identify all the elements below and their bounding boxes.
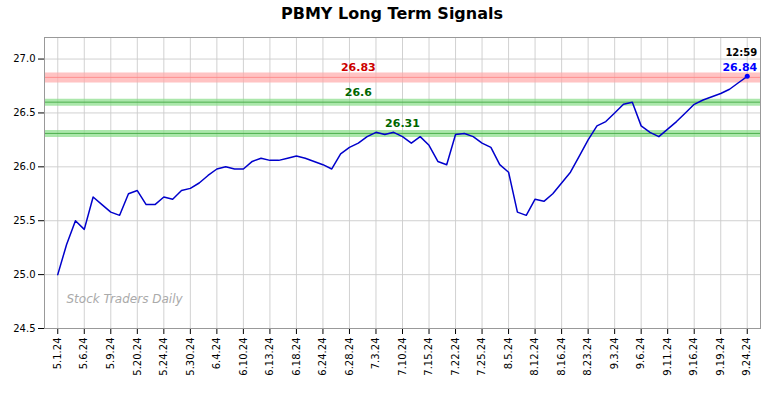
svg-text:Stock Traders Daily: Stock Traders Daily: [67, 292, 184, 306]
svg-text:24.5: 24.5: [13, 323, 35, 334]
svg-text:5.20.24: 5.20.24: [132, 338, 143, 376]
svg-text:12:59: 12:59: [725, 47, 757, 58]
svg-text:8.5.24: 8.5.24: [503, 338, 514, 370]
svg-text:5.1.24: 5.1.24: [52, 338, 63, 370]
svg-text:8.16.24: 8.16.24: [556, 338, 567, 376]
svg-text:6.10.24: 6.10.24: [238, 338, 249, 376]
svg-text:9.6.24: 9.6.24: [635, 338, 646, 370]
svg-text:8.23.24: 8.23.24: [582, 338, 593, 376]
svg-text:7.22.24: 7.22.24: [450, 338, 461, 376]
svg-text:6.24.24: 6.24.24: [317, 338, 328, 376]
svg-text:26.0: 26.0: [13, 161, 35, 172]
svg-text:5.24.24: 5.24.24: [158, 338, 169, 376]
svg-text:26.31: 26.31: [385, 117, 420, 130]
svg-text:26.83: 26.83: [341, 61, 376, 74]
svg-text:25.5: 25.5: [13, 215, 35, 226]
svg-text:5.9.24: 5.9.24: [105, 338, 116, 370]
svg-text:5.30.24: 5.30.24: [185, 338, 196, 376]
svg-text:6.28.24: 6.28.24: [344, 338, 355, 376]
html-text:PBMY Long Term Signals: PBMY Long Term Signals: [281, 4, 503, 23]
svg-text:6.13.24: 6.13.24: [264, 338, 275, 376]
svg-text:7.10.24: 7.10.24: [397, 338, 408, 376]
svg-text:9.3.24: 9.3.24: [609, 338, 620, 370]
svg-text:8.12.24: 8.12.24: [529, 338, 540, 376]
svg-text:9.19.24: 9.19.24: [715, 338, 726, 376]
svg-text:26.5: 26.5: [13, 107, 35, 118]
svg-text:9.16.24: 9.16.24: [688, 338, 699, 376]
svg-text:6.4.24: 6.4.24: [211, 338, 222, 370]
svg-text:7.3.24: 7.3.24: [370, 338, 381, 370]
svg-text:5.6.24: 5.6.24: [78, 338, 89, 370]
svg-text:9.24.24: 9.24.24: [741, 338, 752, 376]
svg-text:27.0: 27.0: [13, 53, 35, 64]
svg-text:9.11.24: 9.11.24: [662, 338, 673, 376]
svg-text:7.15.24: 7.15.24: [423, 338, 434, 376]
svg-text:26.84: 26.84: [722, 61, 757, 74]
svg-text:6.18.24: 6.18.24: [291, 338, 302, 376]
svg-text:25.0: 25.0: [13, 269, 35, 280]
svg-text:26.6: 26.6: [345, 86, 372, 99]
svg-text:7.25.24: 7.25.24: [476, 338, 487, 376]
